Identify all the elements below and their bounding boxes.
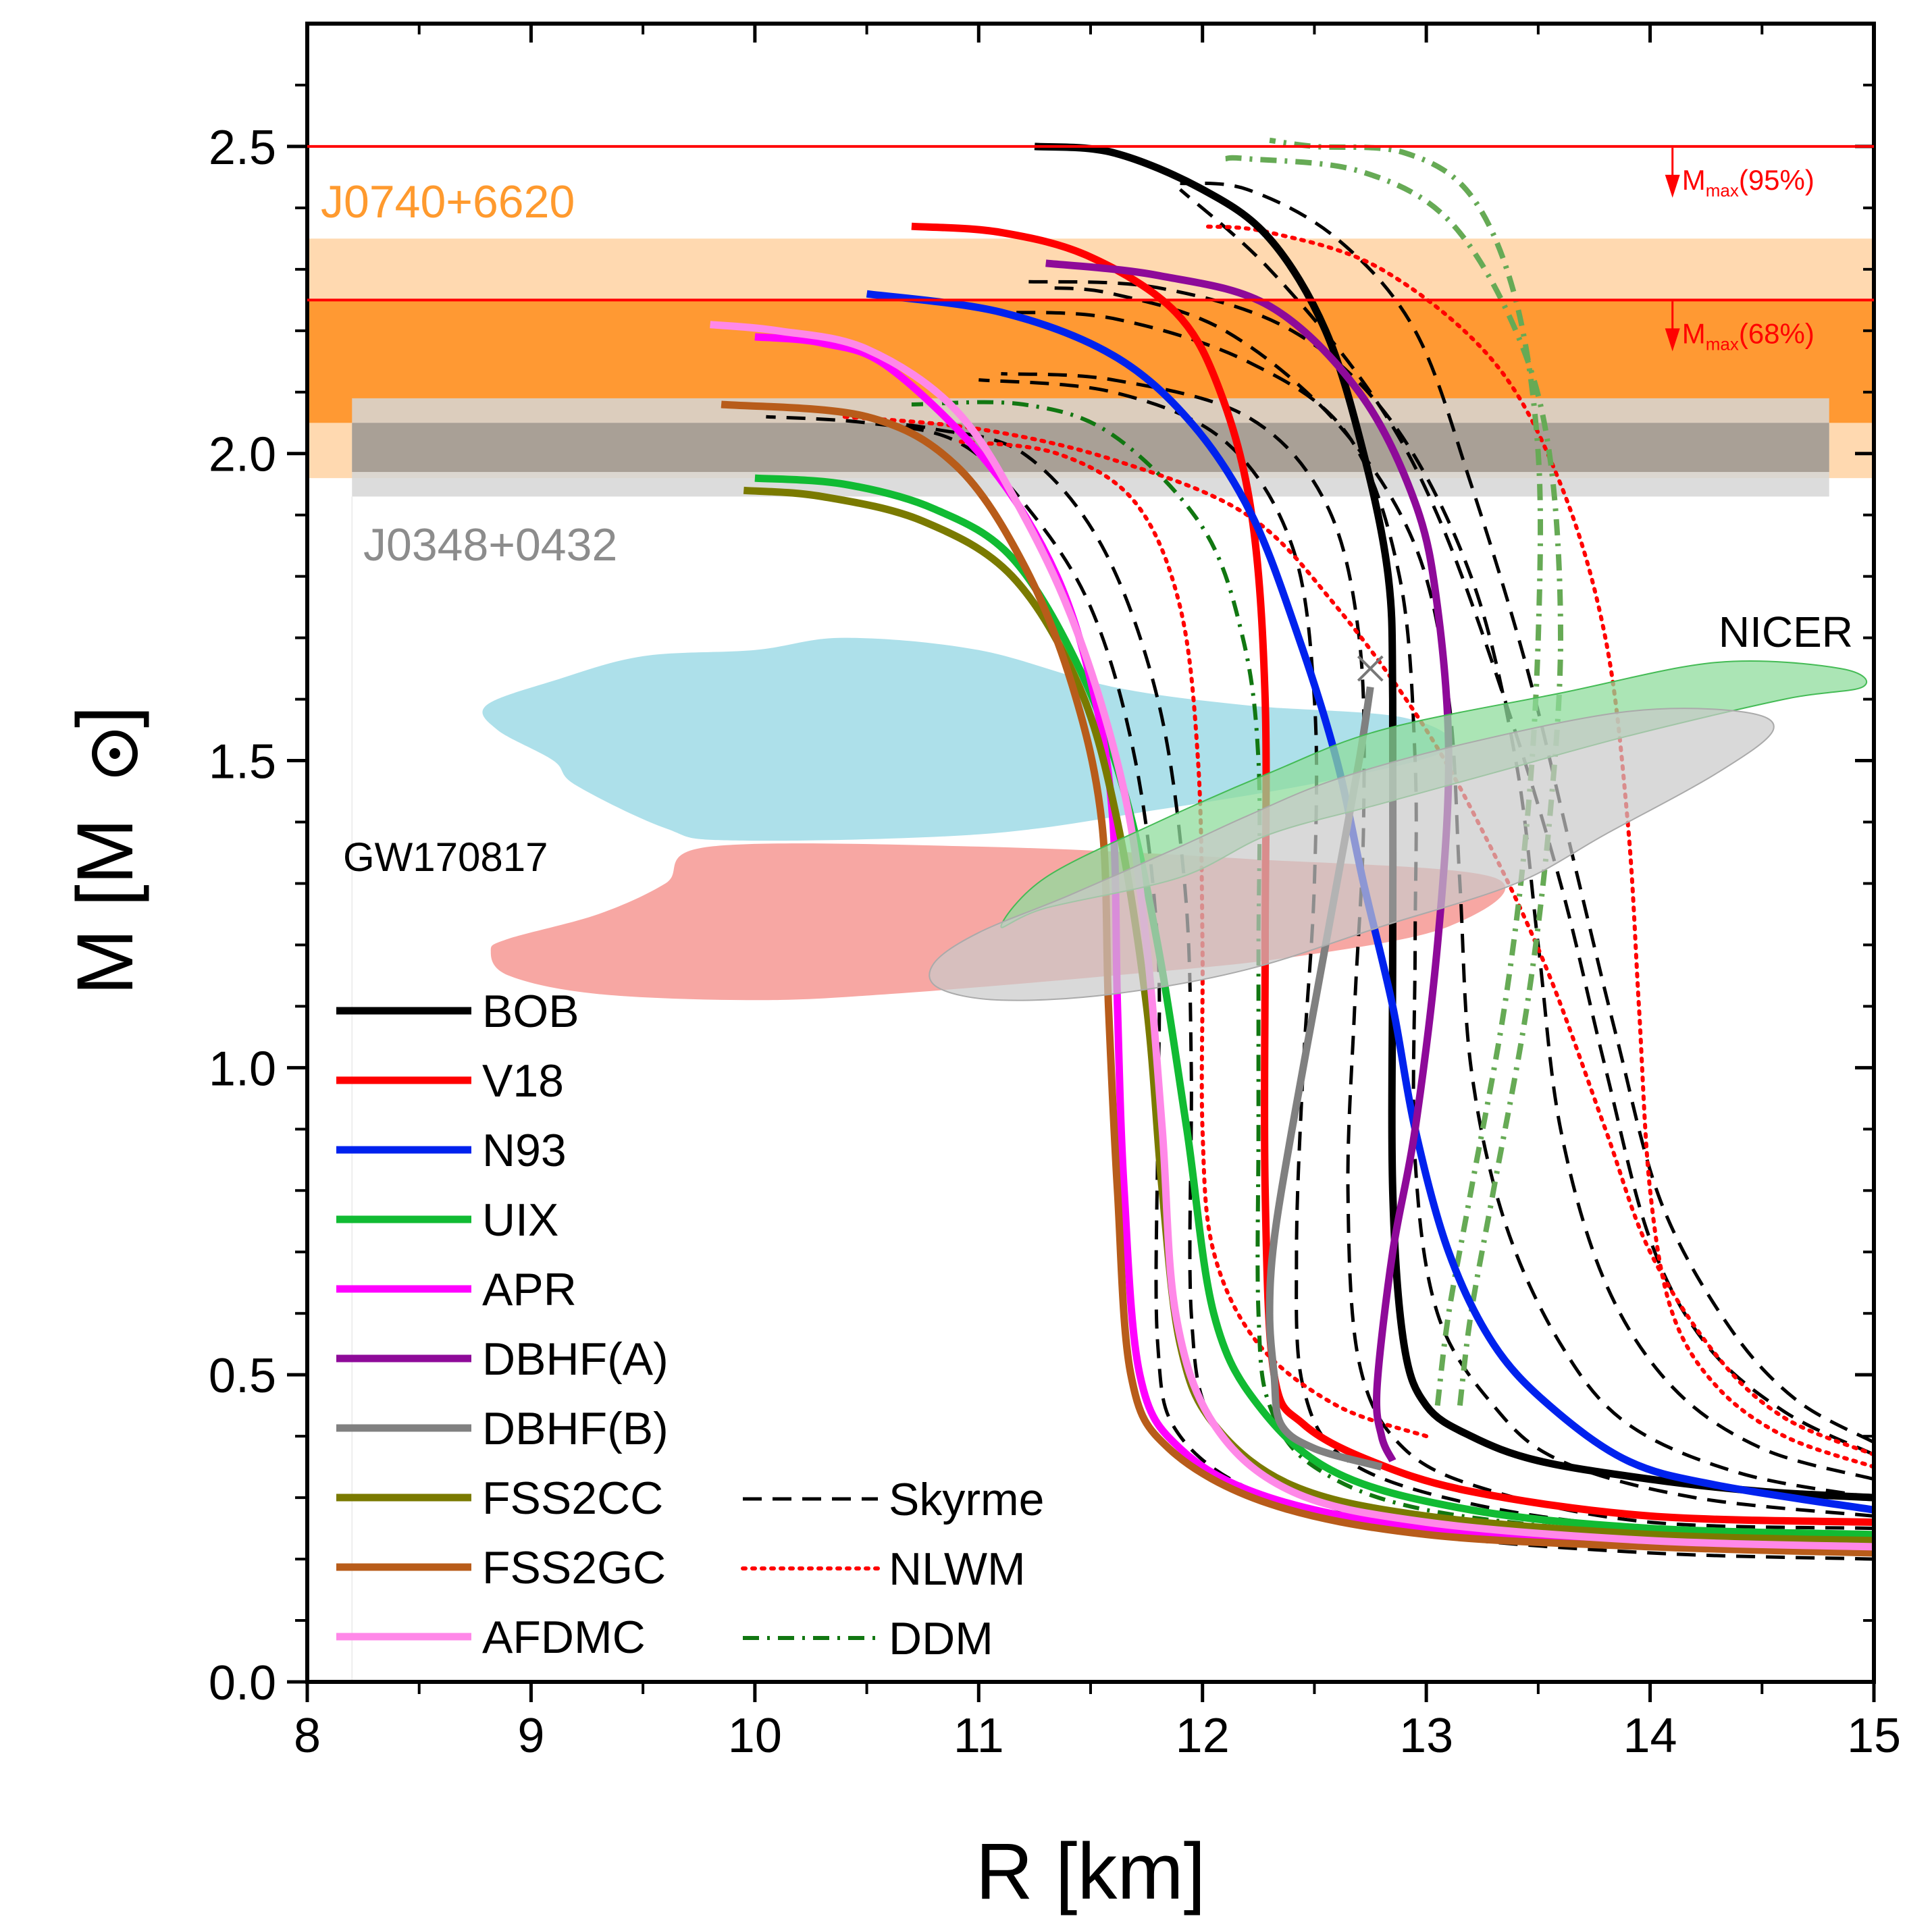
curve-apr [754, 333, 1874, 1551]
legend-label-9: AFDMC [482, 1612, 646, 1663]
x-tick-label-5: 13 [1399, 1709, 1453, 1763]
x-tick-label-3: 11 [954, 1709, 1004, 1763]
y-axis-title-close: ] [61, 706, 150, 728]
curve-skyrme-2 [877, 421, 1874, 1555]
x-tick-label-0: 8 [294, 1709, 321, 1763]
y-tick-label-0: 0.0 [209, 1656, 276, 1710]
j0740-label: J0740+6620 [321, 176, 575, 228]
curve-afdmc [710, 321, 1874, 1551]
legend-label-4: APR [482, 1264, 577, 1315]
y-tick-label-4: 2.0 [209, 428, 276, 482]
legend-label-1: V18 [482, 1055, 564, 1107]
y-tick-label-3: 1.5 [209, 735, 276, 789]
legend2-label-2: DDM [889, 1613, 993, 1664]
legend-label-2: N93 [482, 1125, 567, 1176]
legend: BOB V18 N93 UIX APR DBHF(A) DBHF(B) FSS2CC FSS2G… [336, 986, 1044, 1664]
gw170817-label: GW170817 [343, 835, 548, 880]
curve-ddm [911, 400, 1874, 1543]
nicer-region-gray [929, 708, 1775, 1001]
mmax-label-1: Mmax(68%) [1682, 317, 1814, 354]
gw170817-region-blue [482, 637, 1452, 841]
x-tick-label-2: 10 [728, 1709, 782, 1763]
x-tick-label-4: 12 [1176, 1709, 1230, 1763]
y-axis-title-main: M [M [61, 818, 150, 995]
curve-ddm-3 [1224, 155, 1563, 1406]
legend-label-8: FSS2GC [482, 1542, 666, 1593]
mmax-label-suffix-1: (68%) [1739, 317, 1814, 349]
y-tick-label-5: 2.5 [209, 121, 276, 175]
sun-symbol-dot-icon [109, 748, 120, 759]
curve-skyrme-8 [1178, 188, 1874, 1456]
nicer-label: NICER [1719, 608, 1853, 656]
curve-nlwm-3 [954, 439, 1429, 1439]
mmax-label-sub-1: max [1706, 334, 1739, 354]
legend-label-7: FSS2CC [482, 1473, 663, 1524]
curve-fss2gc [721, 400, 1874, 1557]
mmax-label-main-1: M [1682, 317, 1706, 349]
marker-x-icon [1357, 655, 1384, 682]
mmax-label-main-0: M [1682, 164, 1706, 196]
mmax-arrow-icon-1 [1665, 328, 1680, 352]
y-tick-label-2: 1.0 [209, 1042, 276, 1096]
band-j0348-inner [352, 423, 1829, 473]
curve-ddm-2 [1269, 137, 1544, 1406]
legend-label-0: BOB [482, 986, 579, 1037]
y-axis-title: M [M ] [61, 706, 150, 995]
curve-uix [754, 474, 1874, 1539]
mmax-label-0: Mmax(95%) [1682, 164, 1814, 201]
mmax-label-sub-0: max [1706, 180, 1739, 201]
legend2-label-1: NLWM [889, 1543, 1026, 1595]
legend-label-5: DBHF(A) [482, 1333, 669, 1385]
legend-label-3: UIX [482, 1194, 558, 1246]
sun-symbol-icon [92, 731, 138, 776]
mmax-arrow-icon-0 [1665, 174, 1680, 198]
mmax-label-suffix-0: (95%) [1739, 164, 1814, 196]
x-tick-label-7: 15 [1847, 1709, 1901, 1763]
y-tick-label-1: 0.5 [209, 1349, 276, 1403]
legend2-label-0: Skyrme [889, 1474, 1044, 1525]
legend-label-6: DBHF(B) [482, 1403, 669, 1454]
curve-fss2cc [743, 486, 1874, 1545]
curve-skyrme-3 [978, 378, 1874, 1537]
x-tick-label-6: 14 [1623, 1709, 1677, 1763]
j0348-label: J0348+0432 [363, 519, 617, 571]
x-tick-label-1: 9 [517, 1709, 544, 1763]
x-axis-title: R [km] [976, 1827, 1206, 1916]
curve-bob [1034, 142, 1874, 1502]
